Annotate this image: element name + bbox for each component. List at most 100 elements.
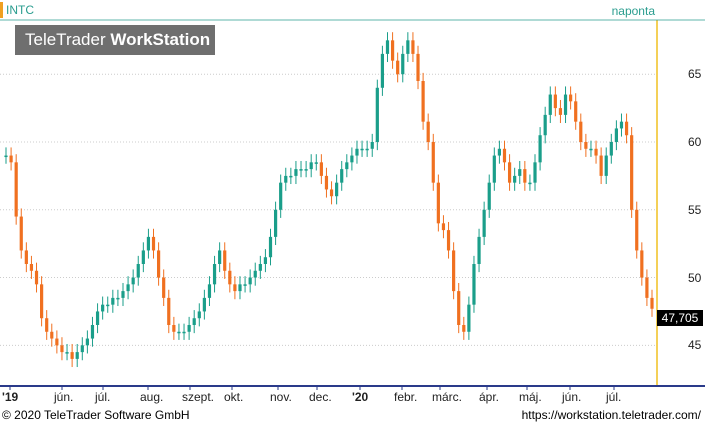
candle-body [385, 40, 390, 54]
x-tick-label: szept. [182, 390, 215, 404]
candle-body [273, 209, 278, 237]
candle-body [528, 182, 532, 185]
candle-body [34, 270, 39, 285]
candle-body [507, 162, 512, 183]
candle-body [111, 297, 115, 305]
candle-body [156, 250, 161, 278]
candle-body [635, 209, 639, 251]
last-price-badge: 47,705 [657, 310, 703, 326]
candle-body [401, 53, 405, 75]
x-tick-label: '20 [352, 390, 369, 404]
candle-body [19, 216, 23, 251]
candle-body [218, 250, 222, 264]
candle-body [202, 297, 206, 312]
candle-body [538, 135, 542, 163]
candle-body [162, 277, 166, 298]
candle-body [375, 87, 379, 142]
candle-body [477, 236, 481, 264]
candle-body [324, 175, 329, 190]
candle-body [212, 264, 217, 285]
source-url-link[interactable]: https://workstation.teletrader.com/ [521, 408, 701, 422]
candle-body [299, 169, 303, 171]
x-tick-label: márc. [432, 390, 462, 404]
candle-body [314, 162, 318, 164]
candle-body [14, 162, 18, 217]
candle-body [146, 236, 151, 251]
candle-body [29, 264, 34, 271]
candle-body [584, 142, 588, 149]
candle-body [355, 148, 359, 156]
candle-body [60, 345, 64, 353]
candle-body [253, 270, 257, 278]
candle-body [75, 352, 79, 359]
candle-body [65, 352, 69, 354]
candle-body [187, 325, 191, 332]
candle-body [452, 250, 456, 292]
candle-body [167, 297, 171, 325]
candle-body [365, 148, 369, 151]
candlestick-series [4, 32, 654, 368]
candle-body [396, 60, 400, 75]
candle-body [624, 121, 629, 136]
candle-body [9, 155, 13, 163]
candle-body [116, 297, 120, 300]
candle-body [131, 277, 135, 285]
candle-body [101, 304, 105, 312]
candle-body [294, 169, 298, 176]
candle-body [619, 121, 624, 129]
candle-body [340, 169, 344, 183]
candle-body [360, 148, 364, 151]
candle-body [640, 250, 644, 278]
x-tick-label: ápr. [479, 390, 500, 404]
candle-body [121, 291, 125, 298]
candle-body [238, 284, 242, 292]
candle-body [492, 155, 496, 183]
candle-body [416, 53, 420, 81]
candle-body [406, 40, 410, 54]
candle-body [192, 318, 196, 325]
candle-body [233, 284, 237, 292]
candle-body [548, 94, 552, 115]
candle-body [609, 142, 613, 156]
ticker-color-marker [0, 2, 3, 18]
candle-body [268, 236, 273, 258]
candle-body [421, 81, 425, 122]
x-tick-label: jún. [54, 390, 74, 404]
copyright-text: © 2020 TeleTrader Software GmbH [2, 408, 190, 422]
candle-body [45, 318, 49, 332]
candle-body [462, 325, 466, 332]
candle-body [289, 175, 293, 178]
y-tick-label: 50 [688, 270, 702, 285]
candle-body [441, 223, 446, 231]
y-tick-label: 65 [688, 67, 702, 82]
teletrader-logo: TeleTrader WorkStation [15, 25, 215, 55]
candle-body [279, 182, 283, 210]
candle-body [258, 264, 262, 271]
period-label[interactable]: naponta [611, 4, 655, 18]
logo-text-part2: WorkStation [110, 30, 211, 49]
candle-body [223, 250, 227, 271]
candle-body [390, 40, 395, 61]
candle-body [467, 304, 471, 332]
x-tick-label: '19 [2, 390, 19, 404]
candle-body [569, 94, 573, 102]
candle-body [248, 277, 252, 285]
candle-body [614, 128, 618, 142]
candle-body [411, 40, 415, 54]
x-tick-label: dec. [309, 390, 332, 404]
candle-body [487, 182, 491, 210]
x-tick-label: okt. [224, 390, 244, 404]
candle-body [263, 257, 268, 264]
candle-body [151, 236, 156, 251]
candle-body [80, 345, 84, 353]
x-tick-label: júl. [95, 390, 111, 404]
candle-body [95, 311, 100, 325]
ticker-label[interactable]: INTC [6, 3, 34, 17]
candle-body [55, 338, 59, 346]
candle-body [90, 325, 95, 339]
x-tick-label: febr. [394, 390, 418, 404]
candle-body [182, 331, 186, 334]
candle-body [457, 291, 461, 325]
